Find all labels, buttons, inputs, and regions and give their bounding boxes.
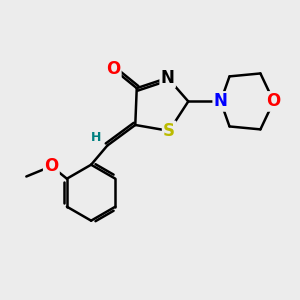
Text: O: O xyxy=(106,60,120,78)
Text: O: O xyxy=(266,92,281,110)
Text: O: O xyxy=(44,157,58,175)
Text: H: H xyxy=(91,131,101,144)
Text: S: S xyxy=(163,122,175,140)
Text: N: N xyxy=(161,69,175,87)
Text: N: N xyxy=(214,92,228,110)
